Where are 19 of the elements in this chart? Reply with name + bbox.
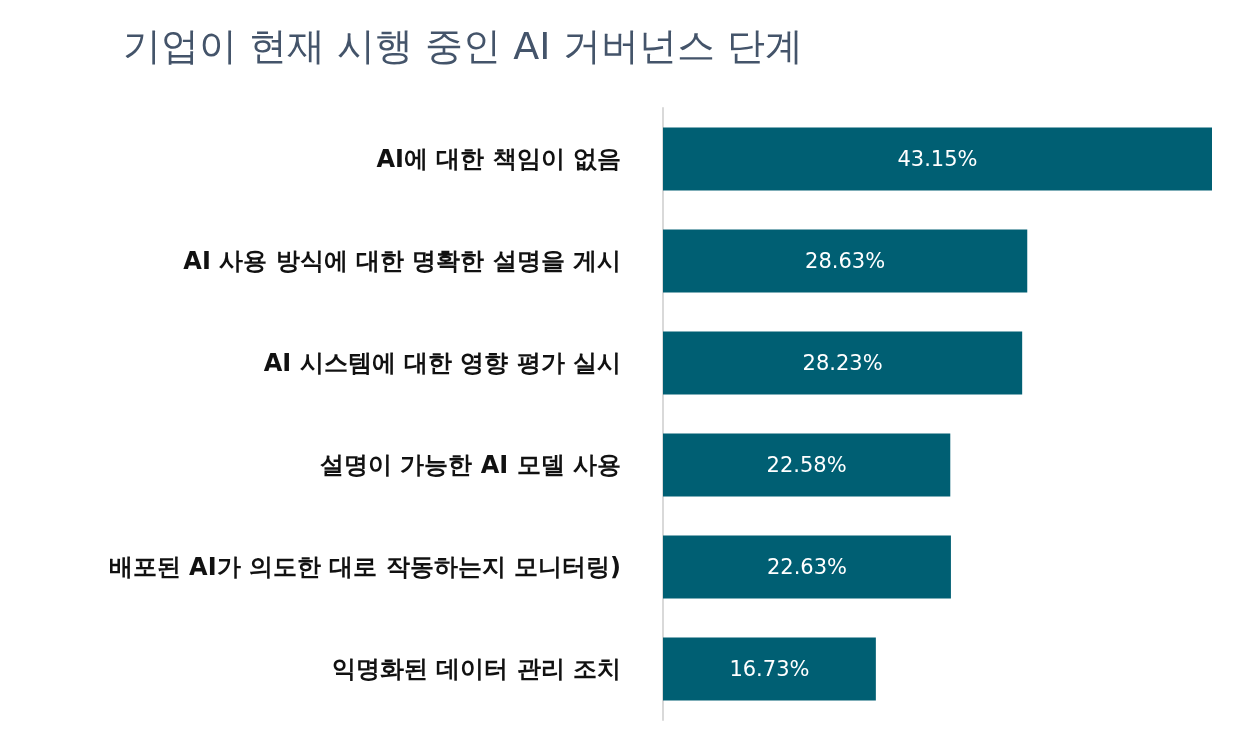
y-tick-label: 익명화된 데이터 관리 조치	[331, 655, 621, 683]
data-label: 22.63%	[766, 555, 847, 579]
chart-title: 기업이 현재 시행 중인 AI 거버넌스 단계	[123, 24, 803, 68]
bar	[663, 637, 876, 701]
bar	[663, 535, 951, 599]
y-tick-label: AI에 대한 책임이 없음	[376, 145, 621, 173]
data-label: 43.15%	[897, 147, 978, 171]
bar	[663, 229, 1028, 293]
bar	[663, 331, 1023, 395]
y-tick-label: AI 시스템에 대한 영향 평가 실시	[263, 349, 621, 377]
bar	[663, 127, 1212, 191]
y-tick-label: 설명이 가능한 AI 모델 사용	[320, 451, 621, 479]
y-tick-label: AI 사용 방식에 대한 명확한 설명을 게시	[183, 247, 621, 275]
y-tick-label: 배포된 AI가 의도한 대로 작동하는지 모니터링)	[108, 553, 621, 581]
data-label: 16.73%	[729, 657, 810, 681]
data-label: 28.63%	[805, 249, 886, 273]
bar	[663, 433, 951, 497]
data-label: 28.23%	[802, 351, 883, 375]
data-label: 22.58%	[766, 453, 847, 477]
